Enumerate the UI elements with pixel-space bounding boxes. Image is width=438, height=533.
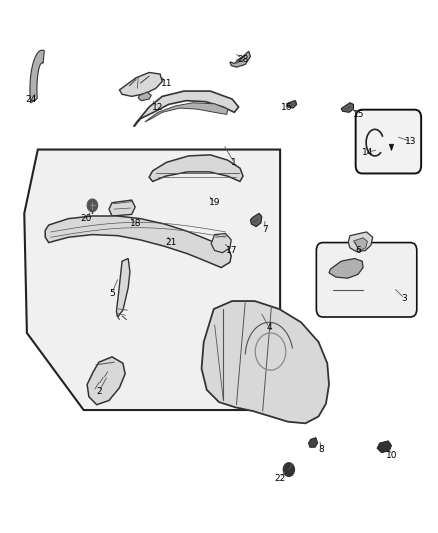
Polygon shape — [149, 155, 243, 181]
Text: 18: 18 — [130, 220, 142, 229]
Polygon shape — [389, 144, 394, 151]
Polygon shape — [201, 301, 329, 423]
Text: 1: 1 — [231, 158, 237, 167]
Polygon shape — [24, 150, 280, 410]
Text: 11: 11 — [161, 78, 173, 87]
Polygon shape — [230, 51, 251, 67]
Text: 21: 21 — [165, 238, 177, 247]
Text: 17: 17 — [226, 246, 238, 255]
Polygon shape — [211, 233, 231, 253]
Text: 7: 7 — [262, 225, 268, 234]
Text: 10: 10 — [386, 451, 397, 460]
Polygon shape — [145, 103, 228, 122]
Text: 14: 14 — [362, 148, 373, 157]
Polygon shape — [348, 232, 373, 252]
Polygon shape — [45, 216, 231, 268]
Text: 6: 6 — [356, 246, 362, 255]
Polygon shape — [377, 441, 392, 453]
Text: 2: 2 — [96, 387, 102, 396]
Text: 3: 3 — [402, 294, 407, 303]
Text: 13: 13 — [405, 137, 417, 146]
Text: 12: 12 — [152, 102, 163, 111]
Polygon shape — [308, 438, 318, 447]
Circle shape — [87, 199, 98, 212]
Polygon shape — [109, 200, 135, 216]
Polygon shape — [251, 213, 262, 227]
Text: 5: 5 — [109, 288, 115, 297]
Polygon shape — [117, 259, 130, 317]
Polygon shape — [30, 50, 44, 103]
Text: 22: 22 — [275, 474, 286, 482]
Polygon shape — [287, 101, 297, 108]
Text: 15: 15 — [353, 110, 364, 119]
Polygon shape — [353, 238, 367, 251]
Polygon shape — [87, 357, 125, 405]
Polygon shape — [341, 103, 353, 112]
Text: 28: 28 — [237, 55, 249, 63]
Polygon shape — [329, 259, 363, 278]
FancyBboxPatch shape — [356, 110, 421, 173]
Polygon shape — [134, 91, 239, 127]
Polygon shape — [138, 92, 151, 101]
Text: 20: 20 — [80, 214, 92, 223]
Circle shape — [283, 463, 294, 477]
Polygon shape — [120, 72, 162, 96]
Text: 19: 19 — [209, 198, 220, 207]
Text: 8: 8 — [319, 446, 325, 455]
Text: 24: 24 — [26, 94, 37, 103]
Text: 4: 4 — [266, 323, 272, 332]
FancyBboxPatch shape — [316, 243, 417, 317]
Text: 16: 16 — [281, 102, 293, 111]
